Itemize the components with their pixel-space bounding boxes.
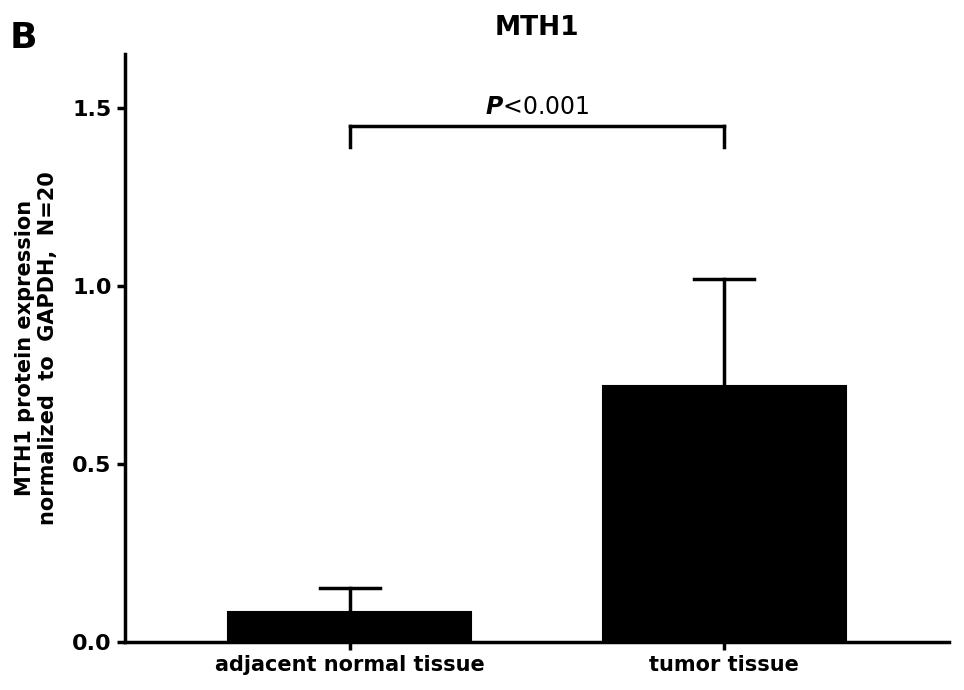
Y-axis label: MTH1 protein expression
normalized  to  GAPDH,  N=20: MTH1 protein expression normalized to GA… <box>15 171 58 525</box>
Bar <box>602 386 846 642</box>
Text: $\bfit{P}$<0.001: $\bfit{P}$<0.001 <box>485 95 589 119</box>
Bar <box>228 611 471 642</box>
Title: MTH1: MTH1 <box>495 15 579 41</box>
Text: B: B <box>10 21 38 55</box>
